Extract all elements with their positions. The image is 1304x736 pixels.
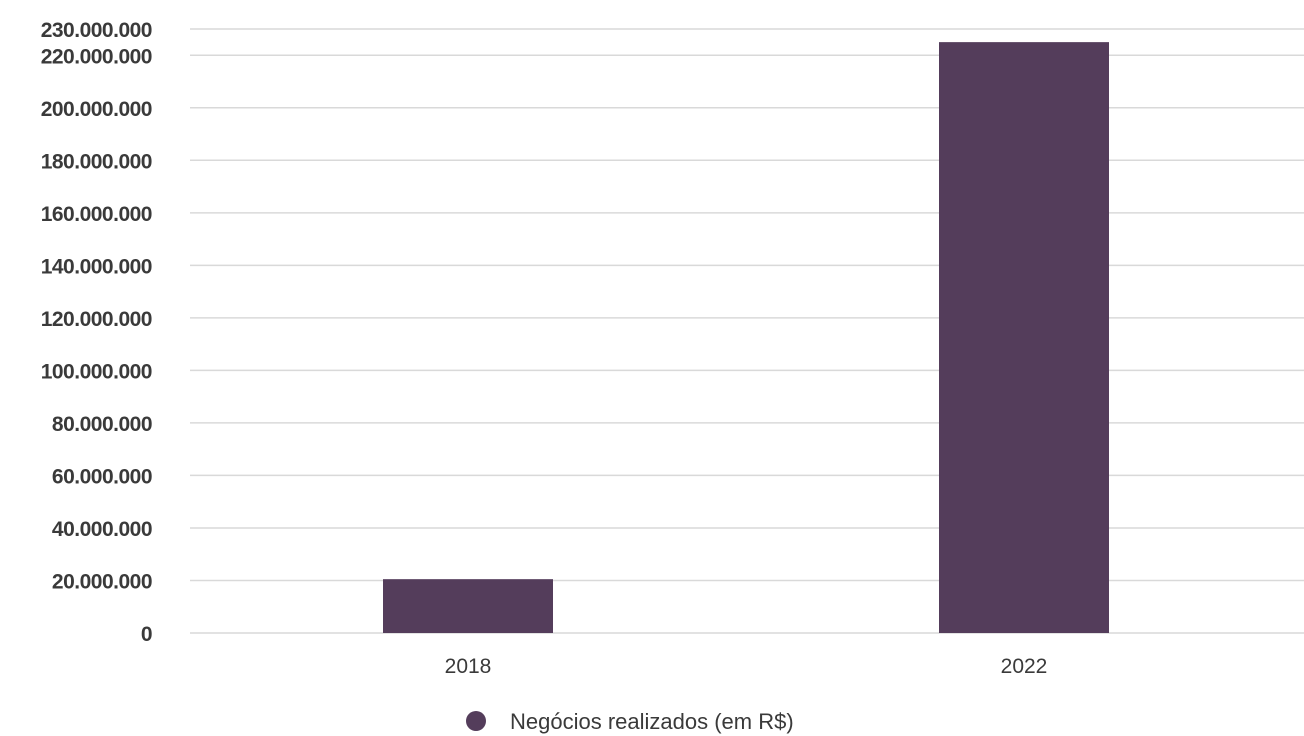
- x-tick-label: 2022: [1001, 655, 1048, 678]
- y-tick-label: 230.000.000: [41, 19, 152, 42]
- y-tick-label: 100.000.000: [41, 360, 152, 383]
- y-tick-label: 160.000.000: [41, 203, 152, 226]
- y-tick-label: 20.000.000: [52, 570, 152, 593]
- bar-2018: [383, 579, 553, 633]
- y-tick-label: 140.000.000: [41, 255, 152, 278]
- x-tick-label: 2018: [445, 655, 492, 678]
- legend-label: Negócios realizados (em R$): [510, 709, 794, 734]
- gridlines: [190, 28, 1304, 634]
- legend-marker: [466, 711, 486, 731]
- y-tick-label: 60.000.000: [52, 465, 152, 488]
- y-tick-label: 0: [141, 623, 152, 646]
- x-axis: 2018 2022: [445, 655, 1048, 678]
- y-axis: 0 20.000.000 40.000.000 60.000.000 80.000.00…: [41, 19, 153, 646]
- bars: [383, 42, 1109, 634]
- y-tick-label: 40.000.000: [52, 518, 152, 541]
- bar-2022: [939, 42, 1109, 634]
- y-tick-label: 200.000.000: [41, 98, 152, 121]
- y-tick-label: 220.000.000: [41, 45, 152, 68]
- y-tick-label: 80.000.000: [52, 413, 152, 436]
- y-tick-label: 120.000.000: [41, 308, 152, 331]
- y-tick-label: 180.000.000: [41, 150, 152, 173]
- legend: Negócios realizados (em R$): [466, 709, 794, 734]
